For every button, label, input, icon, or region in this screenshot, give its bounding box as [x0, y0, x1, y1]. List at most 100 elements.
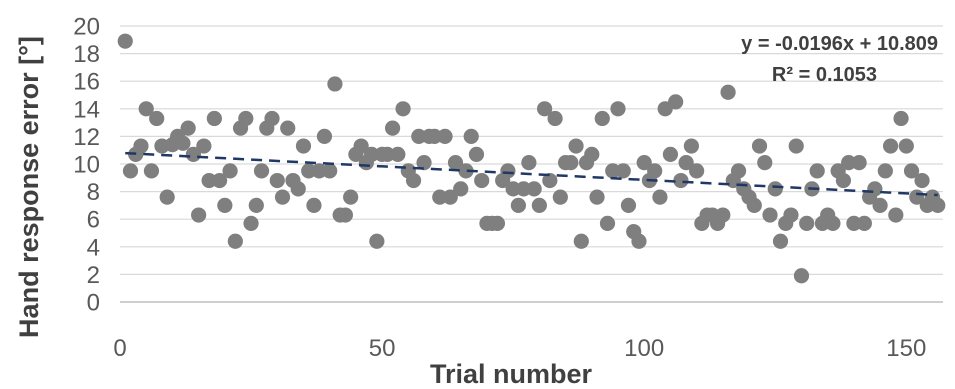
data-point-30 [269, 172, 285, 189]
data-point-15 [191, 207, 207, 223]
data-point-63 [442, 189, 458, 205]
data-point-21 [222, 163, 238, 179]
data-point-20 [217, 197, 233, 213]
data-point-108 [678, 155, 694, 171]
y-tick-8: 8 [87, 179, 100, 206]
data-point-17 [201, 172, 217, 189]
data-point-84 [552, 189, 568, 205]
data-point-145 [872, 197, 888, 213]
data-point-26 [248, 197, 264, 213]
data-point-106 [668, 94, 684, 110]
data-point-96 [615, 163, 631, 179]
data-point-142 [856, 215, 872, 231]
data-point-121 [746, 197, 762, 213]
x-tick-labels: 0 50 100 150 [113, 335, 926, 362]
data-point-51 [379, 146, 395, 162]
data-point-138 [835, 172, 852, 189]
data-point-57 [411, 128, 427, 144]
data-point-99 [631, 233, 647, 249]
trendline [125, 151, 938, 197]
data-point-53 [390, 146, 406, 162]
data-point-52 [384, 120, 401, 136]
data-point-39 [316, 128, 333, 144]
trendline-equation: y = -0.0196x + 10.809 [741, 33, 938, 55]
data-point-75 [505, 181, 521, 197]
data-point-140 [846, 215, 862, 231]
data-point-67 [463, 128, 479, 144]
data-point-38 [311, 163, 327, 179]
data-point-69 [474, 172, 490, 189]
data-point-25 [243, 215, 259, 231]
y-tick-10: 10 [73, 152, 100, 179]
data-point-144 [867, 181, 883, 197]
data-point-118 [730, 163, 747, 179]
data-point-62 [437, 128, 453, 144]
data-point-110 [689, 163, 705, 179]
x-tick-100: 100 [624, 335, 664, 362]
data-point-7 [149, 110, 165, 127]
data-point-136 [825, 215, 841, 231]
data-point-97 [620, 197, 637, 213]
data-point-92 [594, 110, 610, 127]
data-point-141 [851, 155, 867, 171]
x-tick-150: 150 [886, 335, 926, 362]
data-point-40 [322, 163, 338, 179]
data-point-80 [531, 197, 547, 213]
data-point-78 [521, 155, 537, 171]
y-tick-12: 12 [73, 124, 100, 151]
data-point-6 [143, 163, 160, 179]
data-point-66 [458, 163, 474, 179]
data-point-18 [206, 110, 222, 127]
data-point-146 [877, 163, 893, 179]
data-point-81 [537, 101, 553, 117]
data-point-64 [447, 155, 464, 171]
y-tick-14: 14 [73, 96, 100, 123]
data-point-49 [369, 233, 385, 249]
x-tick-0: 0 [113, 335, 126, 362]
data-point-22 [227, 233, 243, 249]
data-point-91 [589, 189, 605, 205]
data-point-77 [516, 181, 532, 197]
data-point-131 [799, 215, 815, 231]
data-point-103 [652, 189, 668, 205]
y-tick-4: 4 [87, 234, 100, 261]
data-point-79 [526, 181, 542, 197]
data-point-24 [238, 110, 254, 127]
data-point-76 [510, 197, 526, 213]
data-point-116 [720, 84, 736, 100]
data-point-46 [353, 138, 369, 154]
data-point-126 [772, 233, 789, 249]
data-point-56 [405, 172, 422, 189]
data-point-139 [841, 155, 857, 171]
data-point-82 [542, 172, 558, 189]
data-point-149 [893, 110, 909, 127]
data-point-37 [306, 197, 322, 213]
data-point-102 [647, 163, 663, 179]
data-point-31 [274, 189, 291, 205]
data-point-41 [327, 76, 343, 92]
data-point-4 [133, 138, 149, 154]
data-point-1 [117, 33, 133, 49]
data-point-29 [264, 110, 280, 127]
data-point-125 [767, 181, 783, 197]
y-tick-18: 18 [73, 41, 100, 68]
data-point-123 [757, 155, 773, 171]
data-point-129 [788, 138, 804, 154]
y-axis-title: Hand response error [°] [14, 36, 44, 338]
data-point-147 [882, 138, 899, 154]
data-point-88 [573, 233, 589, 249]
data-point-87 [568, 138, 584, 154]
data-point-13 [180, 120, 196, 136]
data-point-86 [563, 155, 579, 171]
data-point-109 [683, 138, 699, 154]
data-point-93 [599, 215, 616, 231]
data-point-105 [662, 146, 679, 162]
data-point-9 [159, 189, 175, 205]
x-tick-50: 50 [369, 335, 396, 362]
data-point-27 [253, 163, 270, 179]
data-point-60 [426, 128, 443, 144]
data-point-122 [751, 138, 768, 154]
trendline-r-squared: R² = 0.1053 [772, 64, 877, 86]
